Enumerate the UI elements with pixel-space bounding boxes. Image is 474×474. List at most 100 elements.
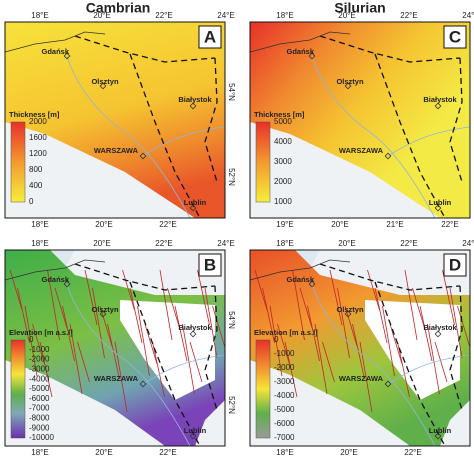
river bbox=[66, 55, 191, 219]
legend-tick-label: 1000 bbox=[274, 197, 292, 206]
border bbox=[74, 35, 216, 63]
coast bbox=[4, 31, 106, 53]
legend-title: Thickness [m] bbox=[254, 110, 305, 119]
panel-letter: D bbox=[449, 255, 461, 274]
frame bbox=[249, 21, 471, 219]
lon-label: 20°E bbox=[95, 220, 112, 229]
city-label: Białystok bbox=[423, 323, 457, 332]
map-panel: Gdańsk Olsztyn Białystok WARSZAWA Lublin Elev… bbox=[4, 239, 236, 457]
lon-label: 18°E bbox=[31, 448, 48, 457]
lon-label: 22°E bbox=[155, 239, 172, 248]
fault-line bbox=[9, 269, 23, 311]
fault-line bbox=[17, 287, 30, 344]
river bbox=[387, 354, 471, 385]
fault-line bbox=[277, 323, 290, 365]
legend-title: Elevation [m a.s.l] bbox=[9, 328, 73, 337]
city-label: WARSZAWA bbox=[339, 146, 384, 155]
fault-line bbox=[122, 269, 135, 311]
fault-line bbox=[299, 287, 313, 329]
fault-line bbox=[457, 305, 470, 347]
legend-tick-label: -3000 bbox=[29, 365, 50, 374]
legend-tick-label: 400 bbox=[29, 181, 43, 190]
lon-label: 24°E bbox=[462, 239, 474, 248]
thickness-area bbox=[5, 250, 225, 446]
city-marker bbox=[434, 330, 442, 338]
city-marker bbox=[308, 52, 316, 60]
city-marker bbox=[189, 204, 197, 212]
legend-tick-label: -2000 bbox=[29, 355, 50, 364]
fault-line bbox=[144, 323, 158, 365]
city-marker bbox=[434, 204, 442, 212]
city-label: Lublin bbox=[429, 426, 452, 435]
lon-label: 20°E bbox=[93, 11, 110, 20]
city-label: WARSZAWA bbox=[94, 146, 139, 155]
border bbox=[449, 57, 463, 183]
city-label: Białystok bbox=[423, 95, 457, 104]
border bbox=[449, 285, 463, 411]
legend-tick-label: 1600 bbox=[29, 133, 47, 142]
lat-label: 52°N bbox=[472, 396, 474, 414]
fault-line bbox=[84, 269, 98, 326]
fault-line bbox=[182, 323, 195, 395]
river bbox=[311, 55, 436, 219]
legend-tick-label: 2000 bbox=[29, 117, 47, 126]
lon-label: 24°E bbox=[217, 239, 234, 248]
river bbox=[311, 283, 436, 447]
fault-line bbox=[412, 287, 425, 329]
lon-label: 24°E bbox=[462, 11, 474, 20]
lon-label: 20°E bbox=[331, 220, 348, 229]
fault-line bbox=[39, 341, 53, 398]
frame bbox=[249, 249, 471, 447]
lat-label: 52°N bbox=[472, 168, 474, 186]
fault-line bbox=[197, 269, 210, 326]
fault-line bbox=[329, 269, 343, 326]
thickness-area bbox=[250, 22, 470, 218]
border bbox=[374, 53, 446, 219]
city-label: WARSZAWA bbox=[94, 374, 139, 383]
fault-line bbox=[92, 287, 105, 359]
lon-label: 18°E bbox=[31, 220, 48, 229]
lon-label: 18°E bbox=[276, 448, 293, 457]
city-label: Olsztyn bbox=[91, 305, 119, 314]
fault-line bbox=[404, 269, 418, 341]
city-marker bbox=[384, 152, 392, 160]
lon-label: 20°E bbox=[95, 448, 112, 457]
city-marker bbox=[99, 82, 107, 90]
lat-label: 52°N bbox=[227, 396, 236, 414]
fault-line bbox=[292, 269, 305, 341]
map-panel: Gdańsk Olsztyn Białystok WARSZAWA Lublin Elev… bbox=[249, 239, 474, 457]
legend-tick-label: -3000 bbox=[274, 377, 295, 386]
legend-tick-label: -5000 bbox=[274, 405, 295, 414]
border bbox=[374, 281, 446, 447]
fault-line bbox=[114, 341, 128, 413]
letter-box bbox=[443, 253, 467, 277]
legend-tick-label: -7000 bbox=[29, 404, 50, 413]
legend-tick-label: 0 bbox=[29, 197, 34, 206]
fault-line bbox=[367, 269, 380, 311]
city-marker bbox=[344, 82, 352, 90]
border bbox=[319, 35, 461, 63]
city-marker bbox=[189, 102, 197, 110]
coast bbox=[249, 31, 351, 53]
fault-line bbox=[69, 323, 83, 395]
city-marker bbox=[434, 432, 442, 440]
lat-label: 54°N bbox=[472, 311, 474, 329]
city-marker bbox=[63, 280, 71, 288]
city-label: Białystok bbox=[178, 95, 212, 104]
border bbox=[204, 285, 218, 411]
river bbox=[142, 354, 226, 385]
lat-label: 54°N bbox=[227, 83, 236, 101]
fault-line bbox=[212, 305, 225, 347]
lon-label: 24°E bbox=[217, 11, 234, 20]
legend-tick-label: 3000 bbox=[274, 157, 292, 166]
colorbar bbox=[255, 339, 271, 439]
legend-tick-label: 800 bbox=[29, 165, 43, 174]
city-marker bbox=[189, 432, 197, 440]
thickness-area bbox=[250, 250, 470, 446]
fault-line bbox=[307, 305, 320, 362]
legend-tick-label: -1000 bbox=[29, 345, 50, 354]
lon-label: 20°E bbox=[338, 239, 355, 248]
river bbox=[387, 126, 471, 157]
letter-box bbox=[198, 25, 222, 49]
panel-letter: C bbox=[449, 27, 461, 46]
